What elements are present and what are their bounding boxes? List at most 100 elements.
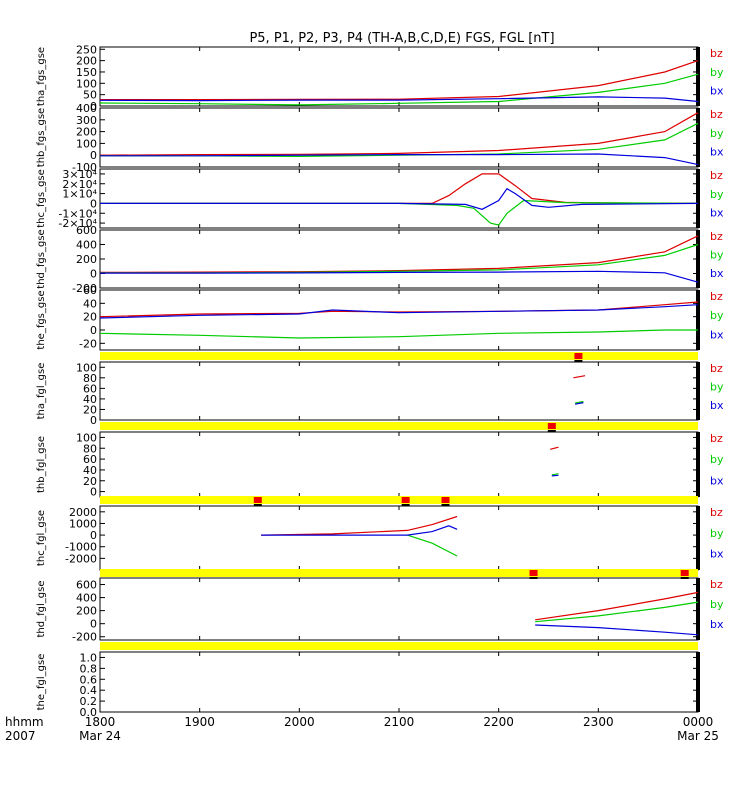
time-axis-unit-label: hhmm — [5, 715, 44, 729]
right-edge-block — [696, 108, 700, 167]
y-tick-label: 0 — [90, 149, 97, 162]
legend-bz: bz — [710, 362, 723, 375]
y-tick-label: -100 — [72, 161, 97, 174]
y-tick-label: 2×10⁴ — [62, 178, 97, 191]
series-line-by — [100, 122, 699, 158]
x-tick-label: 0000 — [683, 715, 714, 729]
y-tick-label: 0 — [90, 529, 97, 542]
data-availability-bar — [100, 422, 698, 430]
y-axis-label: thb_fgl_gse — [36, 436, 47, 493]
y-tick-label: 2000 — [69, 506, 97, 519]
legend-bz: bz — [710, 432, 723, 445]
y-axis-label: thc_fgs_gse — [36, 169, 47, 228]
y-axis-label: thc_fgl_gse — [36, 510, 47, 566]
y-tick-label: -200 — [72, 282, 97, 295]
y-tick-label: 200 — [76, 55, 97, 68]
x-tick-date-label: Mar 24 — [79, 729, 121, 743]
legend-by: by — [710, 453, 724, 466]
y-tick-label: 400 — [76, 592, 97, 605]
availability-flag-mark — [253, 497, 262, 503]
right-edge-block — [696, 169, 700, 228]
y-axis-label: the_fgs_gse — [36, 290, 47, 349]
series-line-bx — [100, 153, 699, 166]
series-line-bz — [100, 60, 699, 101]
y-tick-label: 80 — [83, 442, 97, 455]
series-line-bz — [261, 515, 458, 536]
y-tick-label: 0 — [90, 486, 97, 499]
data-availability-bar — [100, 569, 698, 577]
y-tick-label: 100 — [76, 77, 97, 90]
panel-frame — [99, 505, 699, 571]
y-tick-label: 20 — [83, 403, 97, 416]
x-tick-label: 2200 — [483, 715, 514, 729]
data-availability-bar — [100, 352, 698, 360]
y-tick-label: 0 — [90, 414, 97, 427]
panel-frame — [99, 361, 699, 421]
panel-frame — [99, 289, 699, 351]
y-tick-label: 0 — [90, 100, 97, 113]
legend-bz: bz — [710, 230, 723, 243]
availability-flag-mark — [547, 423, 556, 429]
y-tick-label: -2000 — [65, 552, 97, 565]
y-tick-label: 40 — [83, 464, 97, 477]
panel-frame — [99, 107, 699, 168]
y-tick-label: 200 — [76, 126, 97, 139]
availability-flag-mark — [441, 497, 450, 503]
availability-flag-tick — [253, 504, 262, 506]
panel-frame — [99, 229, 699, 289]
legend-bz: bz — [710, 578, 723, 591]
y-tick-label: 100 — [76, 431, 97, 444]
y-axis-label: thd_fgl_gse — [36, 581, 47, 638]
series-line-bz — [99, 112, 699, 156]
x-tick-label: 1900 — [184, 715, 215, 729]
y-tick-label: -20 — [79, 337, 97, 350]
series-line-bz — [99, 235, 699, 273]
series-line-bz — [99, 301, 699, 318]
right-edge-block — [696, 578, 700, 640]
series-line-bx — [261, 525, 458, 536]
legend-bx: bx — [710, 207, 724, 220]
y-tick-label: -200 — [72, 631, 97, 644]
y-tick-label: 60 — [83, 453, 97, 466]
series-line-bx — [100, 187, 699, 210]
availability-flag-tick — [547, 430, 556, 432]
series-line-bz — [573, 375, 586, 379]
x-tick-label: 1800 — [85, 715, 116, 729]
panel-the_fgl_gse: 0.00.20.40.60.81.0 the_fgl_gse — [36, 642, 700, 719]
right-edge-block — [696, 432, 700, 497]
series-line-bx — [99, 304, 699, 319]
series-line-by — [535, 601, 699, 623]
y-axis-label: tha_fgl_gse — [36, 363, 47, 420]
right-edge-block — [696, 230, 700, 288]
legend-bz: bz — [710, 47, 723, 60]
legend-bx: bx — [710, 328, 724, 341]
x-tick-date-label: Mar 25 — [677, 729, 719, 743]
chart-title: P5, P1, P2, P3, P4 (TH-A,B,C,D,E) FGS, F… — [249, 31, 554, 46]
availability-flag-tick — [401, 504, 410, 506]
y-tick-label: 200 — [76, 605, 97, 618]
availability-flag-mark — [680, 570, 689, 576]
series-line-by — [99, 73, 699, 106]
legend-bx: bx — [710, 146, 724, 159]
x-tick-label: 2000 — [284, 715, 315, 729]
panel-frame — [99, 168, 699, 229]
data-availability-bar — [100, 642, 698, 650]
series-line-by — [99, 329, 698, 339]
y-tick-label: 0 — [90, 324, 97, 337]
series-line-bz — [535, 591, 699, 621]
y-tick-label: 300 — [76, 114, 97, 127]
series-line-by — [574, 400, 584, 404]
x-tick-label: 2100 — [384, 715, 415, 729]
y-tick-label: 0 — [90, 618, 97, 631]
y-tick-label: 20 — [83, 475, 97, 488]
panel-frame — [99, 651, 699, 713]
legend-by: by — [710, 248, 724, 261]
series-line-bz — [100, 173, 699, 204]
y-tick-label: 60 — [83, 284, 97, 297]
y-tick-label: 600 — [76, 579, 97, 592]
